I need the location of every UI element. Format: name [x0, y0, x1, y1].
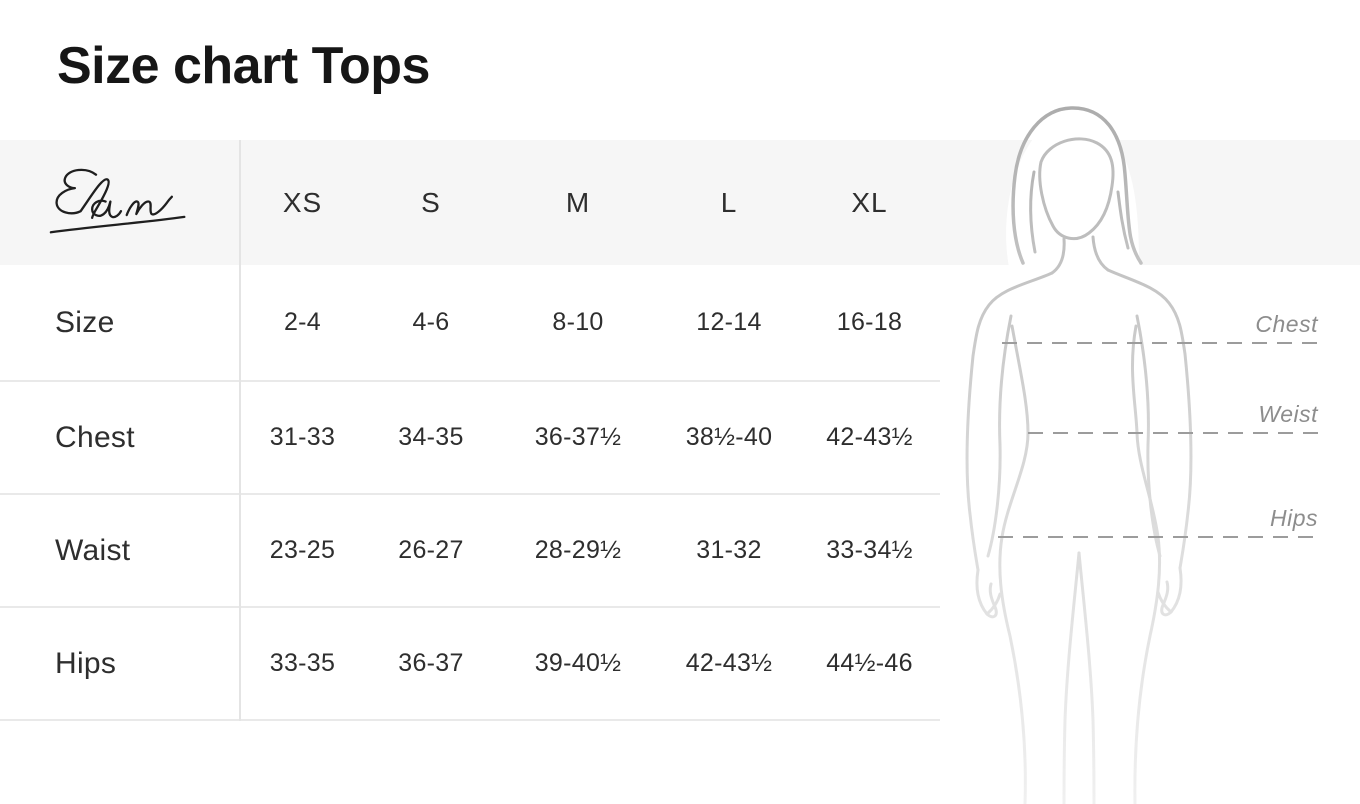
figure-label-hips: Hips: [1269, 505, 1318, 531]
inner-arm-left: [986, 314, 1013, 558]
face-outline: [1038, 137, 1115, 241]
figure-label-waist: Weist: [1258, 401, 1318, 427]
size-value-m: 8-10: [497, 265, 659, 382]
hips-value-l: 42-43½: [659, 608, 799, 721]
elan-logo-script: [55, 168, 173, 219]
chest-value-m: 36-37½: [497, 382, 659, 495]
size-table: XS S M L XL Size 2-4 4-6 8-10 12-14 16-1…: [0, 140, 940, 721]
hips-value-xl: 44½-46: [799, 608, 940, 721]
waist-value-m: 28-29½: [497, 495, 659, 608]
waist-value-l: 31-32: [659, 495, 799, 608]
size-column-header-l: L: [720, 186, 738, 218]
page-title: Size chart Tops: [57, 37, 430, 95]
inner-leg-right: [1077, 551, 1096, 804]
row-label-waist: Waist: [0, 495, 240, 608]
size-value-l: 12-14: [659, 265, 799, 382]
hair-strand-left: [1029, 170, 1037, 254]
torso-leg-right: [1131, 324, 1162, 804]
table-column-divider: [239, 140, 241, 721]
inner-leg-left: [1062, 551, 1081, 804]
waist-value-xl: 33-34½: [799, 495, 940, 608]
row-label-chest: Chest: [0, 382, 240, 495]
row-label-size: Size: [0, 265, 240, 382]
shoulder-arm-right: [1106, 268, 1193, 570]
size-value-xs: 2-4: [240, 265, 365, 382]
hair-strand-right: [1116, 190, 1130, 250]
inner-arm-right: [1135, 314, 1162, 558]
waist-value-s: 26-27: [365, 495, 497, 608]
chest-value-l: 38½-40: [659, 382, 799, 495]
hand-left-finger: [985, 592, 1002, 616]
hair-outline: [1011, 106, 1143, 265]
row-label-hips: Hips: [0, 608, 240, 721]
female-figure-illustration: [965, 106, 1318, 804]
size-column-header-m: M: [565, 186, 591, 218]
figure-label-chest: Chest: [1255, 311, 1318, 337]
size-column-header-s: S: [421, 186, 441, 218]
chest-value-xs: 31-33: [240, 382, 365, 495]
hips-value-m: 39-40½: [497, 608, 659, 721]
size-column-header-xl: XL: [851, 186, 888, 218]
hand-left: [975, 568, 998, 619]
size-value-s: 4-6: [365, 265, 497, 382]
brand-logo-cell: [0, 140, 240, 265]
chest-value-xl: 42-43½: [799, 382, 940, 495]
hand-right: [1160, 566, 1183, 617]
chest-value-s: 34-35: [365, 382, 497, 495]
shoulder-arm-left: [965, 271, 1054, 572]
size-value-xl: 16-18: [799, 265, 940, 382]
torso-leg-left: [998, 324, 1030, 804]
waist-value-xs: 23-25: [240, 495, 365, 608]
size-column-header-xs: XS: [282, 186, 323, 218]
elan-logo: [49, 168, 186, 233]
hips-value-xs: 33-35: [240, 608, 365, 721]
neck-left: [1050, 237, 1066, 275]
neck-right: [1091, 235, 1110, 272]
hips-value-s: 36-37: [365, 608, 497, 721]
elan-logo-underline: [49, 215, 186, 233]
